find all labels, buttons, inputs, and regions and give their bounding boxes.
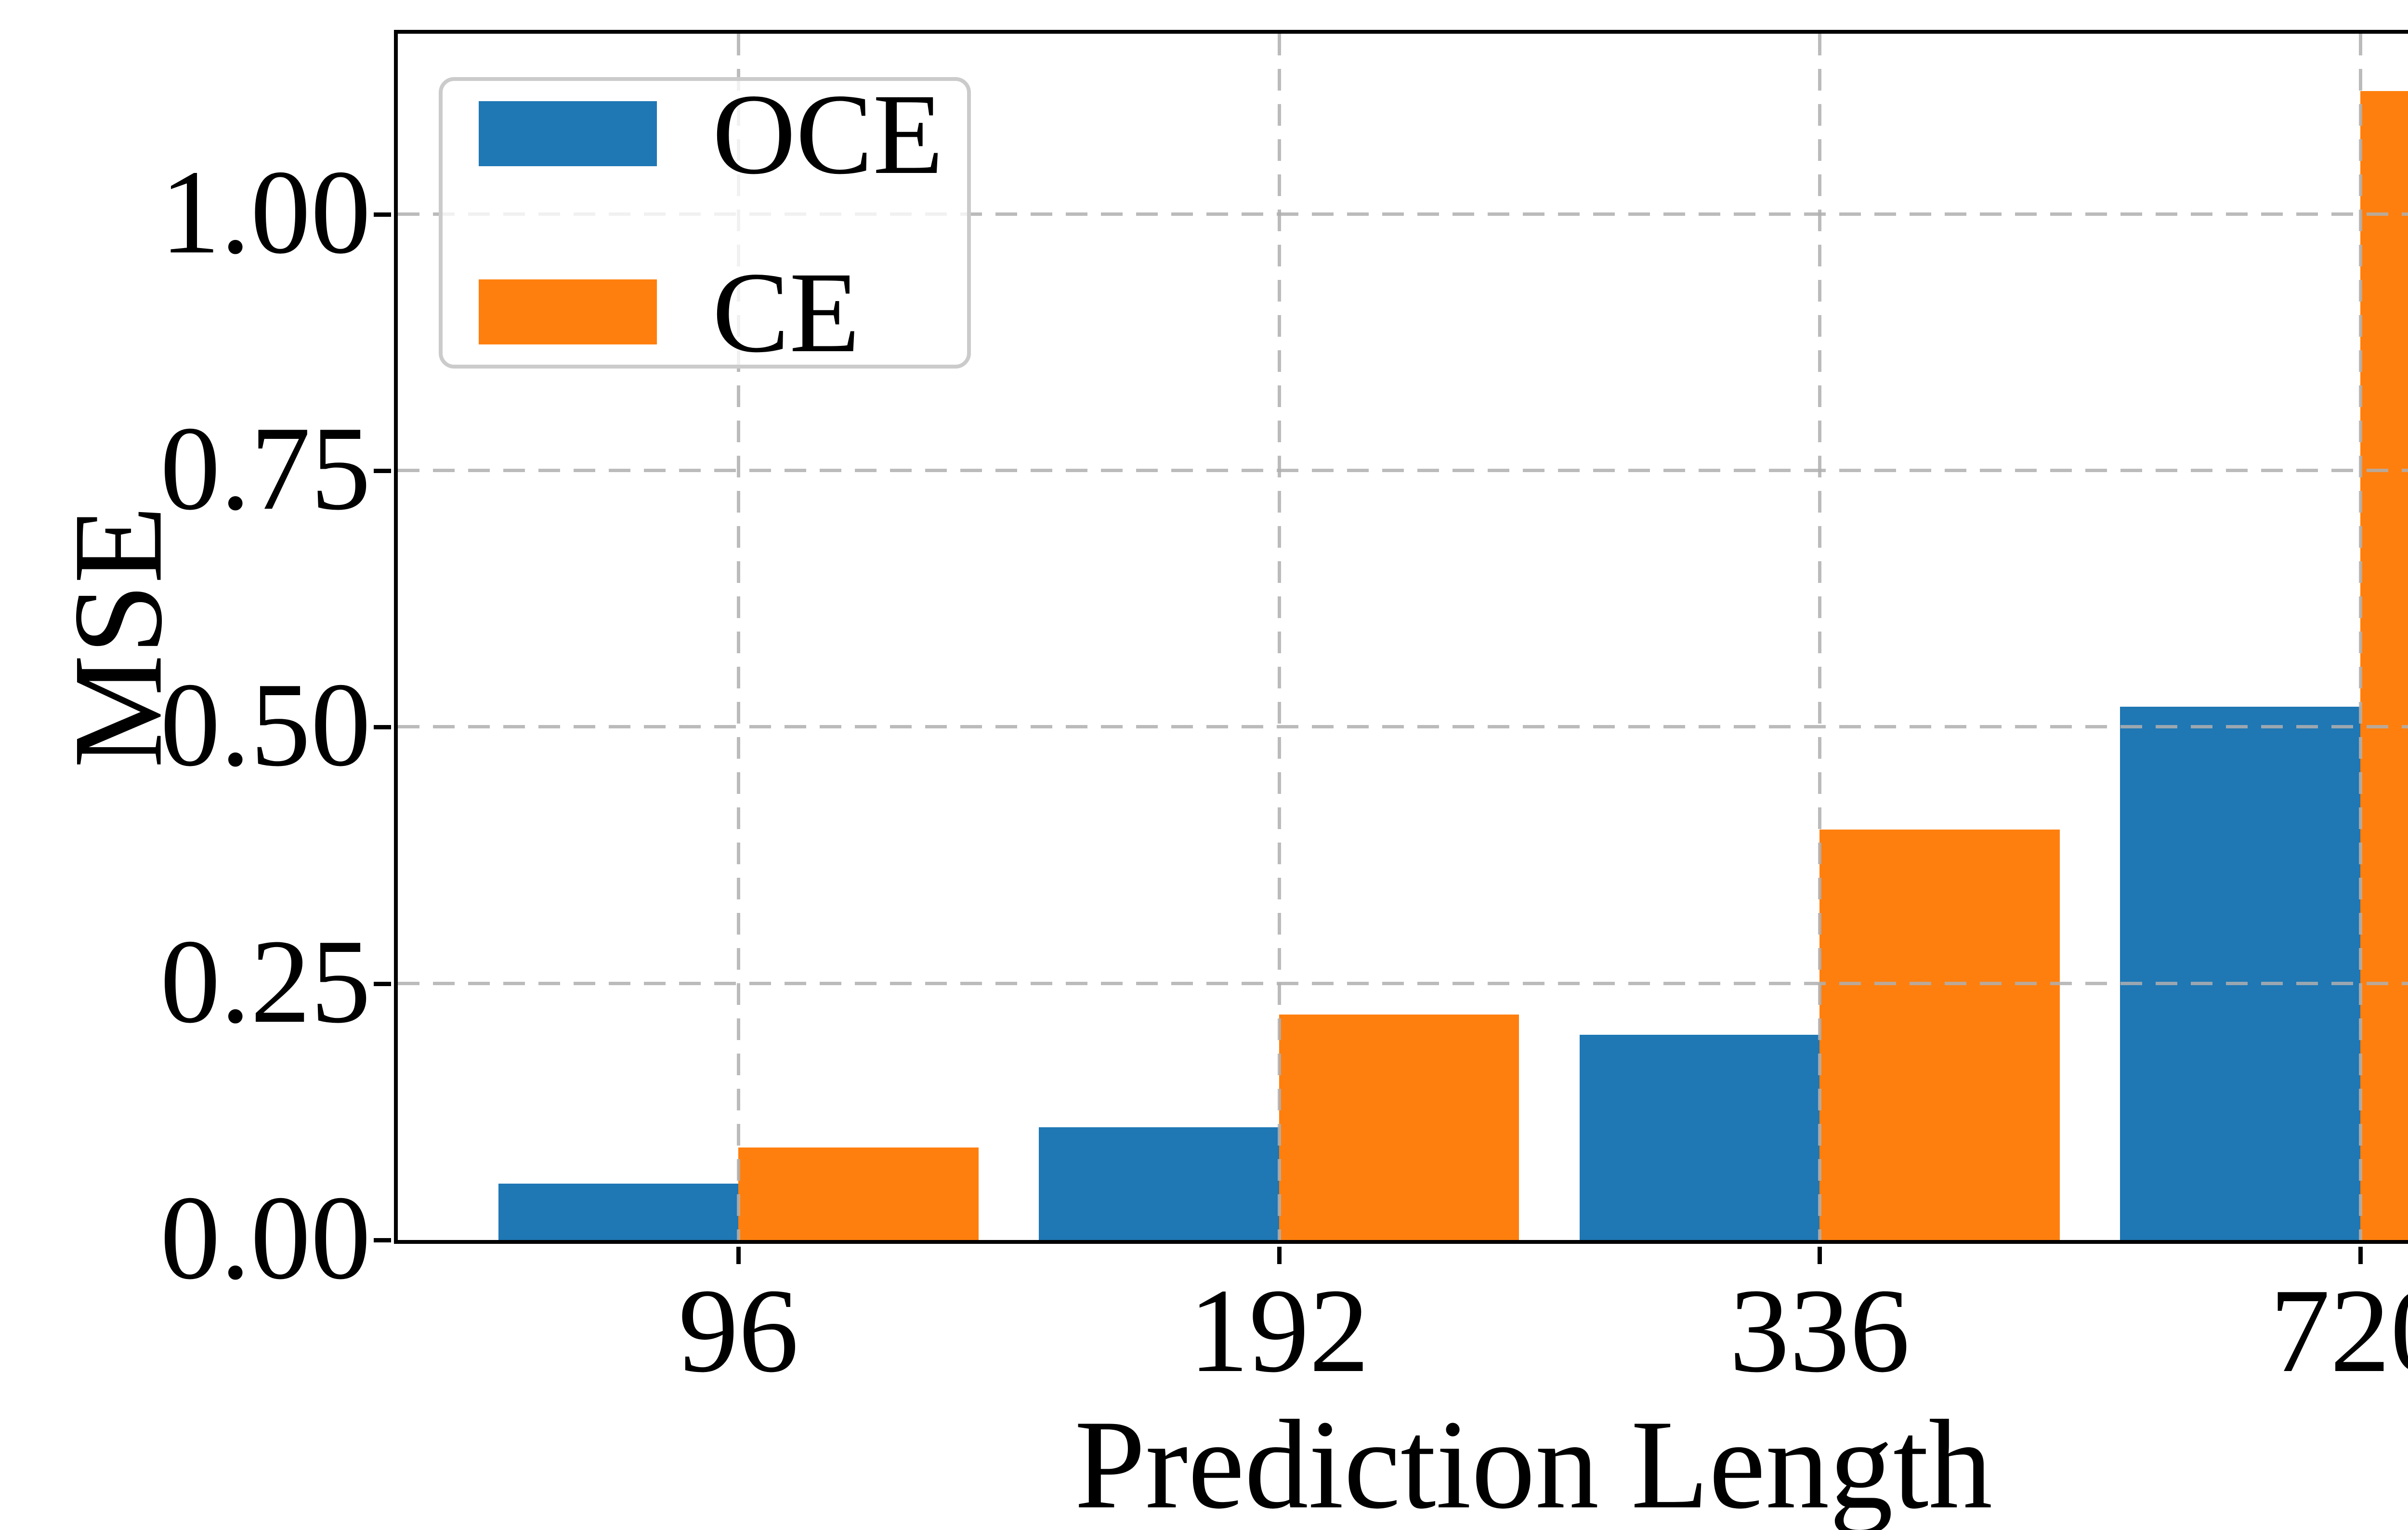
x-axis-tick [1277,1247,1282,1264]
horizontal-gridline [398,469,2408,473]
y-axis-tick-label: 0.00 [160,1171,371,1305]
legend-swatch-ce-icon [479,279,657,344]
bar-oce-96 [498,1183,739,1240]
bar-oce-192 [1039,1127,1279,1240]
y-axis-tick-label: 1.00 [160,145,371,279]
bar-ce-96 [738,1148,979,1240]
legend: OCE CE [439,76,971,370]
vertical-gridline [2358,34,2362,1240]
x-axis-tick [1818,1247,1822,1264]
y-axis-tick-label: 0.50 [160,658,371,792]
vertical-gridline [1818,34,1822,1240]
bar-ce-336 [1819,830,2060,1240]
x-axis-tick [736,1247,741,1264]
vertical-gridline [1277,34,1281,1240]
bar-oce-336 [1579,1035,1820,1240]
horizontal-gridline [398,212,2408,216]
x-axis-tick-label: 336 [1729,1264,1910,1398]
x-axis-tick-label: 720 [2270,1264,2408,1398]
x-axis-tick [2358,1247,2363,1264]
horizontal-gridline [398,981,2408,985]
legend-entry-ce: CE [479,254,967,370]
grid-layer [398,34,2408,1240]
legend-swatch-oce-icon [479,101,657,166]
horizontal-gridline [398,725,2408,729]
y-axis-tick [374,981,391,986]
bars-layer [398,34,2408,1240]
y-axis-tick [374,725,391,730]
legend-entry-oce: OCE [479,76,967,192]
bar-ce-192 [1279,1014,1519,1240]
legend-label: CE [712,248,860,376]
bar-oce-720 [2120,706,2360,1240]
plot-area: OCE CE [374,30,2408,1264]
x-axis-tick-label: 96 [678,1264,799,1398]
y-axis-tick [374,212,391,217]
y-axis-tick [374,469,391,474]
legend-label: OCE [712,69,943,198]
vertical-gridline [737,34,741,1240]
y-axis-tick-label: 0.25 [160,914,371,1048]
axis-ticks-layer [374,34,2408,1264]
y-axis-tick [374,1238,391,1242]
x-axis-tick-label: 192 [1189,1264,1370,1398]
x-axis-label: Prediction Length [1074,1394,1993,1530]
y-axis-tick-label: 0.75 [160,402,371,536]
bar-ce-720 [2360,91,2408,1240]
